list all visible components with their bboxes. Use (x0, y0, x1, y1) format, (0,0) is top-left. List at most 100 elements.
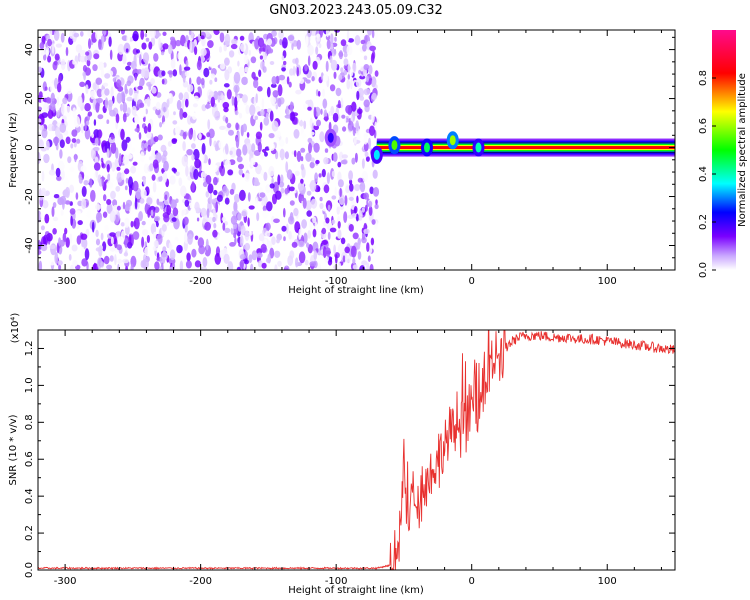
noise-blob (85, 51, 90, 56)
noise-blob (41, 128, 48, 139)
noise-blob (323, 116, 329, 121)
noise-blob (144, 103, 147, 108)
noise-blob (244, 172, 251, 182)
noise-blob (243, 259, 249, 265)
noise-blob (53, 136, 60, 144)
noise-blob (162, 31, 167, 36)
noise-blob (371, 78, 376, 87)
noise-blob (126, 61, 132, 66)
noise-blob (53, 194, 60, 199)
noise-blob (46, 96, 51, 104)
noise-blob (350, 78, 353, 90)
noise-blob (330, 42, 334, 50)
noise-blob (285, 223, 289, 234)
noise-blob (157, 201, 165, 206)
noise-blob (186, 252, 191, 262)
noise-blob (340, 237, 346, 245)
noise-blob (69, 166, 75, 173)
noise-blob (271, 215, 275, 225)
noise-blob (161, 70, 166, 77)
noise-blob (236, 94, 240, 103)
noise-blob (359, 265, 366, 270)
noise-blob (355, 213, 359, 222)
noise-blob (38, 239, 41, 246)
noise-blob (272, 137, 280, 143)
noise-blob (255, 197, 258, 210)
noise-blob (208, 128, 215, 139)
noise-blob (192, 129, 196, 142)
noise-blob (223, 253, 230, 264)
noise-blob (243, 159, 249, 171)
noise-blob (240, 225, 246, 236)
noise-blob (224, 159, 231, 170)
noise-blob (100, 232, 104, 241)
noise-blob (275, 104, 278, 110)
noise-blob (98, 39, 102, 50)
noise-blob (79, 55, 86, 63)
noise-blob (94, 137, 99, 146)
spectrogram-cells (38, 30, 675, 270)
noise-blob (254, 105, 261, 113)
noise-blob (238, 168, 243, 176)
noise-blob (140, 106, 146, 118)
noise-blob (238, 66, 245, 77)
noise-blob (337, 221, 341, 229)
snr-multiplier: (x10⁴) (10, 313, 21, 344)
noise-blob (354, 152, 358, 163)
noise-blob (194, 158, 202, 169)
noise-blob (296, 150, 302, 163)
noise-blob (321, 240, 329, 245)
x-tick-label: -300 (54, 576, 77, 587)
noise-blob (132, 180, 139, 192)
noise-blob (109, 255, 114, 262)
noise-blob (329, 227, 337, 233)
noise-blob (103, 255, 110, 265)
noise-blob (308, 142, 312, 154)
noise-blob (274, 264, 278, 270)
noise-blob (128, 141, 132, 150)
noise-blob (162, 121, 166, 129)
noise-blob (41, 112, 49, 118)
noise-blob (364, 151, 369, 158)
noise-blob (337, 179, 344, 188)
noise-blob (124, 217, 130, 228)
noise-blob (112, 199, 118, 207)
noise-blob (125, 199, 133, 207)
noise-blob (71, 138, 77, 143)
noise-blob (52, 228, 57, 235)
noise-blob (110, 190, 116, 200)
noise-blob (84, 103, 91, 112)
noise-blob (145, 108, 149, 115)
noise-blob (371, 30, 375, 39)
noise-blob (200, 77, 205, 86)
noise-blob (176, 244, 183, 254)
noise-blob (213, 189, 218, 196)
noise-blob (224, 69, 230, 81)
noise-blob (217, 234, 221, 243)
noise-blob (65, 186, 70, 199)
noise-blob (136, 49, 140, 54)
noise-blob (363, 192, 369, 200)
noise-blob (322, 98, 328, 109)
noise-blob (355, 78, 362, 88)
noise-blob (43, 102, 50, 112)
noise-blob (277, 174, 281, 186)
noise-blob (155, 101, 161, 111)
noise-blob (146, 96, 151, 107)
feature-blob (449, 135, 456, 146)
noise-blob (81, 258, 88, 267)
noise-blob (104, 88, 110, 96)
noise-blob (331, 219, 336, 224)
noise-blob (317, 263, 322, 270)
noise-blob (340, 39, 347, 47)
noise-blob (334, 36, 337, 42)
noise-blob (141, 236, 145, 248)
noise-blob (38, 139, 44, 150)
noise-blob (259, 55, 263, 60)
noise-blob (239, 259, 244, 269)
noise-blob (132, 231, 140, 240)
x-tick-label: -200 (189, 576, 212, 587)
colorbar-tick-label: 0.8 (698, 70, 709, 86)
noise-blob (77, 220, 83, 226)
noise-blob (304, 259, 309, 266)
